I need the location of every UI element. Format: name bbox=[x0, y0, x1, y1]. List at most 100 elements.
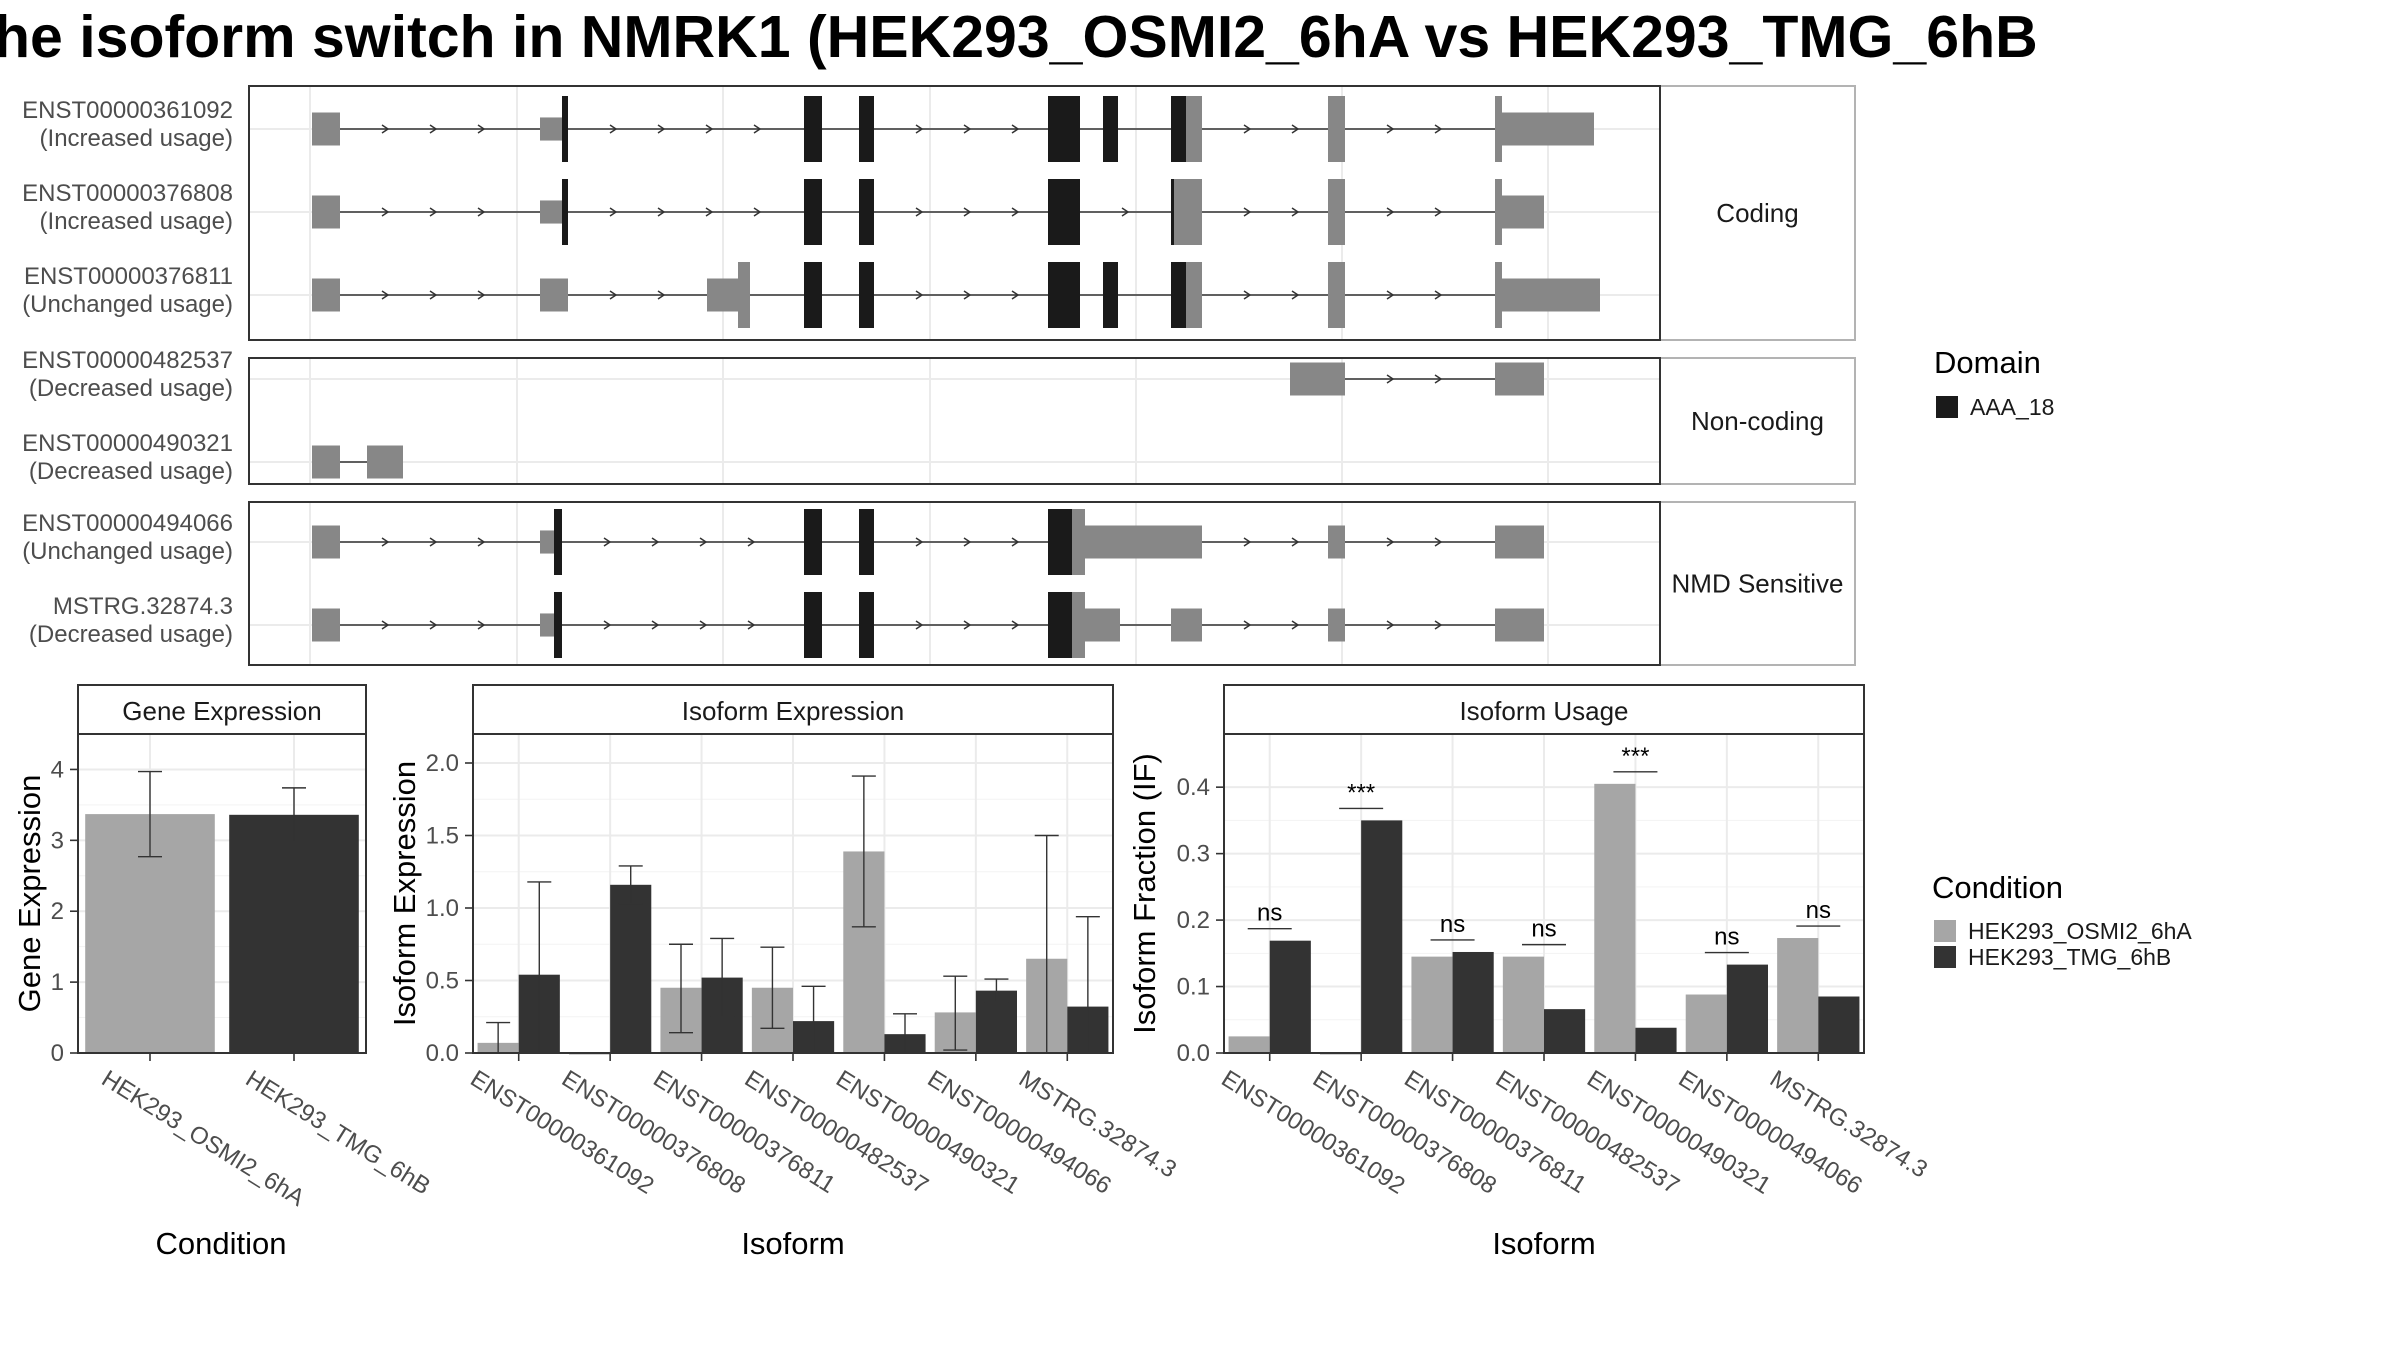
exon bbox=[540, 200, 562, 224]
y-tick-label: 3 bbox=[51, 827, 64, 854]
significance-label: ns bbox=[1440, 911, 1465, 938]
y-tick-label: 1.0 bbox=[426, 895, 459, 922]
exon bbox=[312, 112, 340, 146]
exon bbox=[540, 530, 554, 554]
intron-arrow bbox=[381, 290, 390, 300]
intron-arrow bbox=[429, 207, 438, 217]
intron-arrow bbox=[753, 124, 762, 134]
domain-legend: Domain AAA_18 bbox=[1934, 345, 2054, 420]
y-tick-label: 0.5 bbox=[426, 968, 459, 995]
panel-strip bbox=[472, 684, 1114, 735]
intron-arrow bbox=[915, 537, 924, 547]
domain-AAA_18 bbox=[1103, 96, 1118, 162]
significance-label: *** bbox=[1621, 743, 1649, 770]
transcript-id-label: MSTRG.32874.3 bbox=[53, 593, 233, 620]
y-tick-label: 2 bbox=[51, 898, 64, 925]
domain-AAA_18 bbox=[1048, 509, 1072, 575]
exon bbox=[1186, 262, 1202, 328]
exon bbox=[1495, 96, 1502, 162]
bar bbox=[1818, 996, 1860, 1053]
condition-legend-label: HEK293_TMG_6hB bbox=[1968, 944, 2171, 970]
bar bbox=[1452, 951, 1494, 1053]
domain-legend-key bbox=[1936, 396, 1958, 418]
transcript-id-label: ENST00000376808 bbox=[22, 180, 233, 207]
intron-arrow bbox=[1291, 290, 1300, 300]
facet-strip bbox=[1659, 357, 1856, 485]
intron-arrow bbox=[1121, 207, 1130, 217]
barplot-isoform-expression: Isoform Expression0.00.51.01.52.0ENST000… bbox=[387, 684, 1181, 1261]
intron-arrow bbox=[381, 124, 390, 134]
intron-arrow bbox=[963, 207, 972, 217]
intron-arrow bbox=[1011, 124, 1020, 134]
domain-AAA_18 bbox=[1048, 179, 1080, 245]
intron-arrow bbox=[609, 207, 618, 217]
intron-arrow bbox=[1291, 124, 1300, 134]
y-tick-label: 1 bbox=[51, 969, 64, 996]
intron-arrow bbox=[699, 620, 708, 630]
transcript-usage-label: (Increased usage) bbox=[40, 125, 233, 152]
y-axis-title: Gene Expression bbox=[12, 775, 47, 1013]
domain-AAA_18 bbox=[804, 262, 822, 328]
intron-arrow bbox=[1291, 620, 1300, 630]
intron-arrow bbox=[1243, 620, 1252, 630]
intron-arrow bbox=[1434, 537, 1443, 547]
exon bbox=[1328, 179, 1345, 245]
expression-barplots: Gene Expression01234HEK293_OSMI2_6hAHEK2… bbox=[12, 684, 1932, 1261]
intron-arrow bbox=[1434, 124, 1443, 134]
error-bar bbox=[138, 770, 162, 858]
intron-arrow bbox=[477, 537, 486, 547]
error-bar bbox=[710, 937, 735, 1018]
exon bbox=[1495, 608, 1544, 642]
transcript-usage-label: (Decreased usage) bbox=[29, 375, 233, 402]
condition-legend-key bbox=[1934, 946, 1956, 968]
domain-AAA_18 bbox=[804, 509, 822, 575]
exon bbox=[1072, 509, 1085, 575]
intron-arrow bbox=[1434, 620, 1443, 630]
domain-AAA_18 bbox=[1048, 262, 1080, 328]
transcript-id-label: ENST00000482537 bbox=[22, 347, 233, 374]
intron-arrow bbox=[1434, 207, 1443, 217]
intron-arrow bbox=[381, 620, 390, 630]
facet-strip-label: NMD Sensitive bbox=[1672, 569, 1844, 599]
intron-arrow bbox=[1011, 620, 1020, 630]
condition-legend-title: Condition bbox=[1932, 870, 2063, 905]
panel-strip bbox=[1223, 684, 1865, 735]
domain-AAA_18 bbox=[1048, 592, 1072, 658]
significance-label: ns bbox=[1806, 897, 1831, 924]
intron-arrow bbox=[699, 537, 708, 547]
intron-arrow bbox=[1434, 374, 1443, 384]
exon bbox=[312, 445, 340, 479]
transcript-track: ENST00000490321(Decreased usage) bbox=[22, 430, 403, 485]
intron-arrow bbox=[915, 124, 924, 134]
domain-AAA_18 bbox=[859, 509, 874, 575]
barplot-gene-expression: Gene Expression01234HEK293_OSMI2_6hAHEK2… bbox=[12, 684, 435, 1261]
facet-strip bbox=[1659, 85, 1856, 341]
exon bbox=[738, 262, 750, 328]
y-tick-label: 0 bbox=[51, 1040, 64, 1067]
intron-arrow bbox=[915, 290, 924, 300]
intron-arrow bbox=[1291, 207, 1300, 217]
intron-arrow bbox=[609, 290, 618, 300]
significance-label: *** bbox=[1347, 779, 1375, 806]
intron-arrow bbox=[657, 207, 666, 217]
intron-arrow bbox=[1243, 124, 1252, 134]
exon bbox=[1495, 179, 1502, 245]
intron-arrow bbox=[657, 124, 666, 134]
intron-arrow bbox=[429, 124, 438, 134]
domain-AAA_18 bbox=[804, 179, 822, 245]
intron-arrow bbox=[603, 537, 612, 547]
condition-legend-label: HEK293_OSMI2_6hA bbox=[1968, 918, 2192, 944]
bar bbox=[1361, 820, 1403, 1053]
transcript-id-label: ENST00000494066 bbox=[22, 510, 233, 537]
bar bbox=[1594, 783, 1636, 1053]
exon bbox=[1328, 262, 1345, 328]
intron-arrow bbox=[1291, 537, 1300, 547]
exon bbox=[367, 445, 403, 479]
bar bbox=[1726, 964, 1768, 1053]
intron-arrow bbox=[1011, 290, 1020, 300]
intron-arrow bbox=[1243, 537, 1252, 547]
y-tick-label: 0.3 bbox=[1177, 841, 1210, 868]
intron-arrow bbox=[381, 537, 390, 547]
exon bbox=[1072, 592, 1085, 658]
